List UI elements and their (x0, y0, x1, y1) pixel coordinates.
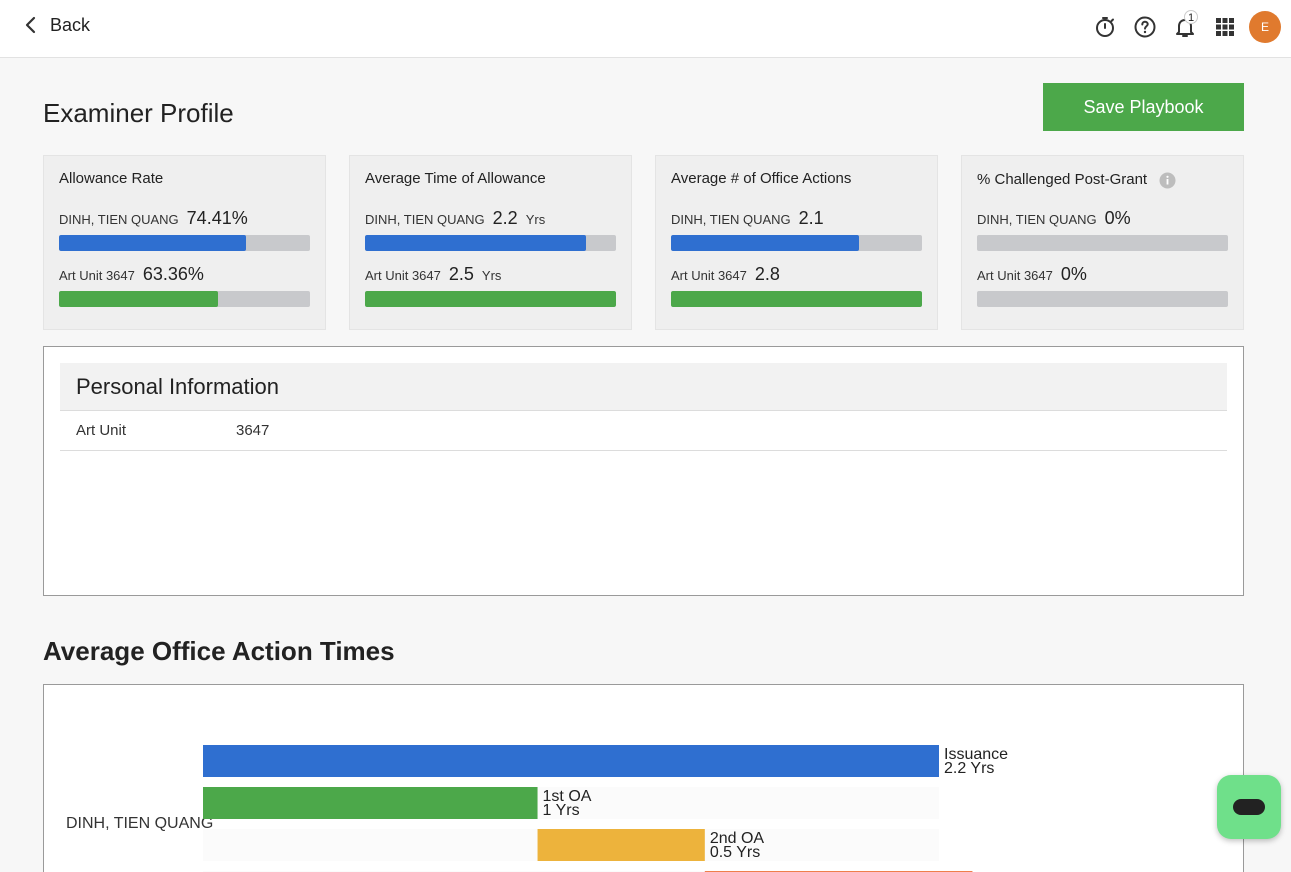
art-unit-unit: Yrs (482, 268, 502, 283)
art-unit-info-value: 3647 (236, 422, 269, 439)
art-unit-label: Art Unit 3647 (59, 268, 135, 283)
help-icon (1133, 15, 1157, 39)
metric-title: % Challenged Post-Grant (977, 171, 1147, 188)
art-unit-bar-fill (59, 291, 218, 307)
art-unit-info-row: Art Unit 3647 (60, 411, 1227, 451)
examiner-value: 74.41% (187, 208, 248, 229)
category-label: DINH, TIEN QUANG (66, 815, 213, 832)
art-unit-bar-fill (365, 291, 616, 307)
examiner-label: DINH, TIEN QUANG (977, 212, 1097, 227)
art-unit-value: 2.5 (449, 264, 474, 285)
examiner-label: DINH, TIEN QUANG (59, 212, 179, 227)
help-button[interactable] (1125, 10, 1165, 44)
examiner-value: 2.1 (799, 208, 824, 229)
examiner-bar (365, 235, 616, 251)
personal-information-panel: Personal Information Art Unit 3647 (43, 346, 1244, 596)
top-bar: Back 1 (0, 0, 1291, 58)
examiner-row: DINH, TIEN QUANG 0% (977, 208, 1131, 229)
examiner-bar (977, 235, 1228, 251)
chart-bar-issuance (203, 745, 939, 777)
art-unit-label: Art Unit 3647 (671, 268, 747, 283)
art-unit-bar (671, 291, 922, 307)
chat-button[interactable] (1217, 775, 1281, 839)
chat-icon (1232, 795, 1266, 819)
chart-data-label: 0.5 Yrs (710, 844, 760, 861)
apps-button[interactable] (1205, 10, 1245, 44)
chart-data-label: 2.2 Yrs (944, 760, 994, 777)
art-unit-bar (977, 291, 1228, 307)
metric-card-challenged-post-grant: % Challenged Post-Grant DINH, TIEN QUANG… (961, 155, 1244, 330)
metric-card-allowance-rate: Allowance Rate DINH, TIEN QUANG 74.41% A… (43, 155, 326, 330)
art-unit-label: Art Unit 3647 (977, 268, 1053, 283)
metric-title: Average Time of Allowance (365, 170, 546, 187)
examiner-bar-fill (671, 235, 859, 251)
info-icon[interactable] (1159, 172, 1176, 189)
chevron-left-icon (20, 14, 40, 36)
avatar[interactable]: E (1249, 11, 1281, 43)
art-unit-label: Art Unit 3647 (365, 268, 441, 283)
examiner-bar (59, 235, 310, 251)
office-action-chart-svg: DINH, TIEN QUANGIssuance2.2 Yrs1st OA1 Y… (44, 685, 1244, 872)
metric-title: Allowance Rate (59, 170, 163, 187)
art-unit-value: 0% (1061, 264, 1087, 285)
examiner-bar-fill (59, 235, 246, 251)
timer-button[interactable] (1085, 10, 1125, 44)
art-unit-info-label: Art Unit (76, 422, 126, 439)
art-unit-value: 63.36% (143, 264, 204, 285)
art-unit-bar (365, 291, 616, 307)
metric-card-average-office-actions: Average # of Office Actions DINH, TIEN Q… (655, 155, 938, 330)
examiner-row: DINH, TIEN QUANG 2.1 (671, 208, 824, 229)
office-action-times-chart: DINH, TIEN QUANGIssuance2.2 Yrs1st OA1 Y… (43, 684, 1244, 872)
chart-bar-1st-oa (203, 787, 538, 819)
personal-information-header: Personal Information (60, 363, 1227, 411)
examiner-unit: Yrs (526, 212, 546, 227)
notifications-button[interactable]: 1 (1165, 10, 1205, 44)
examiner-value: 2.2 (493, 208, 518, 229)
stopwatch-icon (1093, 15, 1117, 39)
examiner-label: DINH, TIEN QUANG (671, 212, 791, 227)
save-playbook-button[interactable]: Save Playbook (1043, 83, 1244, 131)
examiner-row: DINH, TIEN QUANG 2.2 Yrs (365, 208, 545, 229)
chart-data-label: 1 Yrs (543, 802, 580, 819)
art-unit-row: Art Unit 3647 63.36% (59, 264, 204, 285)
personal-information-title: Personal Information (76, 374, 279, 400)
chart-bar-2nd-oa (538, 829, 705, 861)
art-unit-row: Art Unit 3647 0% (977, 264, 1087, 285)
office-action-times-title: Average Office Action Times (43, 636, 395, 667)
metric-title-wrap: % Challenged Post-Grant (977, 171, 1176, 189)
metric-card-average-time-of-allowance: Average Time of Allowance DINH, TIEN QUA… (349, 155, 632, 330)
examiner-value: 0% (1105, 208, 1131, 229)
back-button[interactable]: Back (20, 14, 90, 36)
examiner-row: DINH, TIEN QUANG 74.41% (59, 208, 248, 229)
examiner-bar-fill (365, 235, 586, 251)
apps-grid-icon (1213, 15, 1237, 39)
metric-title: Average # of Office Actions (671, 170, 851, 187)
art-unit-row: Art Unit 3647 2.8 (671, 264, 780, 285)
examiner-bar (671, 235, 922, 251)
back-label: Back (50, 14, 90, 36)
page-title: Examiner Profile (43, 98, 234, 129)
art-unit-value: 2.8 (755, 264, 780, 285)
examiner-label: DINH, TIEN QUANG (365, 212, 485, 227)
notification-badge: 1 (1184, 10, 1198, 24)
art-unit-bar (59, 291, 310, 307)
art-unit-bar-fill (671, 291, 922, 307)
art-unit-row: Art Unit 3647 2.5 Yrs (365, 264, 501, 285)
